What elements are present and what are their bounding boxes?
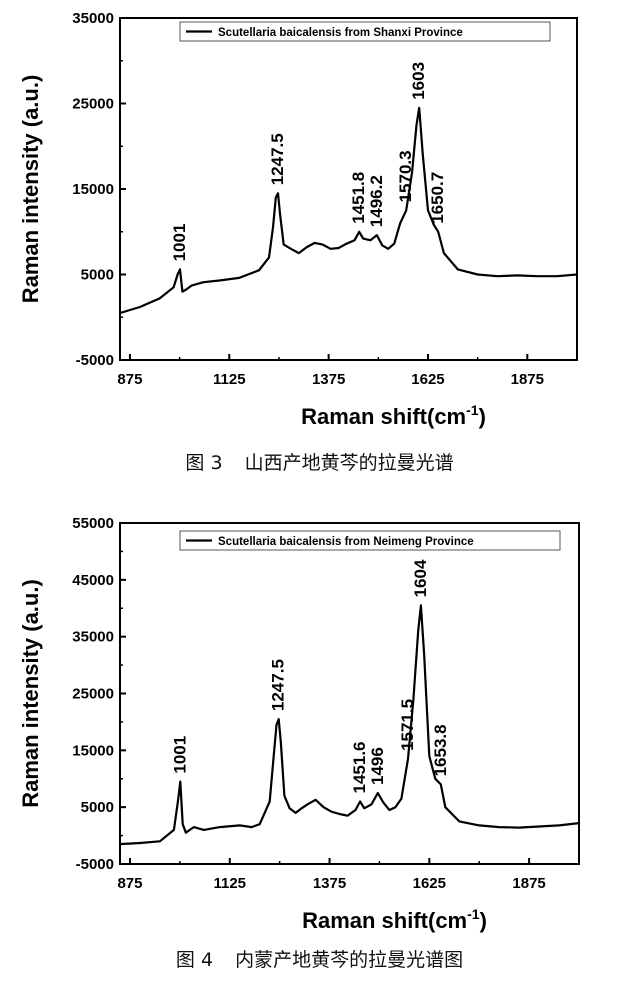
x-axis-title-close: ) bbox=[480, 908, 487, 933]
peak-label: 1603 bbox=[409, 62, 428, 100]
y-tick-label: 5000 bbox=[81, 799, 114, 816]
peak-label: 1496 bbox=[368, 747, 387, 785]
x-tick-label: 1375 bbox=[313, 875, 346, 892]
x-tick-label: 1625 bbox=[411, 371, 444, 388]
y-tick-label: -5000 bbox=[76, 856, 114, 873]
x-tick-label: 875 bbox=[117, 875, 142, 892]
legend-label: Scutellaria baicalensis from Shanxi Prov… bbox=[218, 27, 463, 39]
figure-caption: 图 4 内蒙产地黄芩的拉曼光谱图 bbox=[0, 945, 639, 972]
x-tick-label: 1625 bbox=[413, 875, 446, 892]
x-axis-title-close: ) bbox=[479, 404, 486, 429]
legend-box bbox=[179, 21, 551, 42]
x-axis-title-text: Raman shift(cm bbox=[301, 404, 466, 429]
peak-label: 1496.2 bbox=[367, 175, 386, 227]
y-axis: -5000 5000 15000 25000 35000 45000 55000 bbox=[72, 515, 126, 873]
plot-frame bbox=[119, 522, 580, 865]
peak-label: 1653.8 bbox=[431, 724, 450, 776]
x-tick-label: 1375 bbox=[312, 371, 345, 388]
y-tick-label: 5000 bbox=[81, 267, 114, 284]
x-tick-label: 1125 bbox=[213, 371, 246, 388]
x-axis-title: Raman shift(cm-1) bbox=[301, 402, 486, 429]
y-tick-label: 45000 bbox=[72, 572, 114, 589]
caption-number: 图 4 bbox=[175, 949, 214, 971]
legend: Scutellaria baicalensis from Neimeng Pro… bbox=[179, 530, 561, 551]
caption-text: 内蒙产地黄芩的拉曼光谱图 bbox=[235, 949, 464, 971]
peak-label: 1650.7 bbox=[428, 172, 447, 224]
figure-caption: 图 3 山西产地黄芩的拉曼光谱 bbox=[0, 448, 639, 475]
caption-text: 山西产地黄芩的拉曼光谱 bbox=[244, 452, 454, 474]
y-tick-label: 35000 bbox=[72, 629, 114, 646]
peak-label: 1001 bbox=[170, 736, 189, 774]
series-line bbox=[119, 106, 578, 315]
y-tick-label: 55000 bbox=[72, 515, 114, 532]
y-axis: -5000 5000 15000 25000 35000 bbox=[72, 10, 126, 369]
y-tick-label: 25000 bbox=[72, 96, 114, 113]
peak-label: 1001 bbox=[170, 224, 189, 262]
legend-box bbox=[179, 530, 561, 551]
peak-label: 1571.5 bbox=[398, 699, 417, 751]
raman-chart-neimeng: -5000 5000 15000 25000 35000 45000 55000 875 112… bbox=[18, 515, 580, 933]
x-axis: 875 1125 1375 1625 1875 bbox=[117, 354, 544, 388]
series-line bbox=[119, 604, 580, 846]
x-tick-label: 875 bbox=[117, 371, 142, 388]
x-axis-title-superscript: -1 bbox=[466, 402, 479, 418]
peak-label: 1451.8 bbox=[349, 172, 368, 224]
peak-label: 1247.5 bbox=[268, 133, 287, 185]
caption-number: 图 3 bbox=[185, 452, 223, 474]
y-axis-title: Raman intensity (a.u.) bbox=[18, 579, 43, 808]
y-tick-label: 15000 bbox=[72, 742, 114, 759]
peak-label: 1604 bbox=[411, 559, 430, 597]
x-axis-title: Raman shift(cm-1) bbox=[302, 906, 487, 933]
peak-label: 1451.6 bbox=[350, 742, 369, 794]
x-axis-title-text: Raman shift(cm bbox=[302, 908, 467, 933]
peak-label: 1247.5 bbox=[269, 659, 288, 711]
y-tick-label: -5000 bbox=[76, 352, 114, 369]
y-tick-label: 15000 bbox=[72, 181, 114, 198]
x-tick-label: 1875 bbox=[512, 875, 545, 892]
x-tick-label: 1875 bbox=[511, 371, 544, 388]
x-axis: 875 1125 1375 1625 1875 bbox=[117, 858, 546, 892]
raman-chart-shanxi: -5000 5000 15000 25000 35000 875 1125 1375 1625 1… bbox=[18, 10, 578, 429]
figure-3: -5000 5000 15000 25000 35000 875 1125 1375 1625 1… bbox=[0, 0, 639, 490]
y-axis-title: Raman intensity (a.u.) bbox=[18, 75, 43, 304]
peak-label: 1570.3 bbox=[396, 150, 415, 202]
x-axis-title-superscript: -1 bbox=[467, 906, 480, 922]
legend-label: Scutellaria baicalensis from Neimeng Pro… bbox=[218, 536, 474, 548]
y-tick-label: 35000 bbox=[72, 10, 114, 27]
figure-4: -5000 5000 15000 25000 35000 45000 55000 875 112… bbox=[0, 495, 639, 990]
x-tick-label: 1125 bbox=[213, 875, 246, 892]
y-tick-label: 25000 bbox=[72, 686, 114, 703]
legend: Scutellaria baicalensis from Shanxi Prov… bbox=[179, 21, 551, 42]
